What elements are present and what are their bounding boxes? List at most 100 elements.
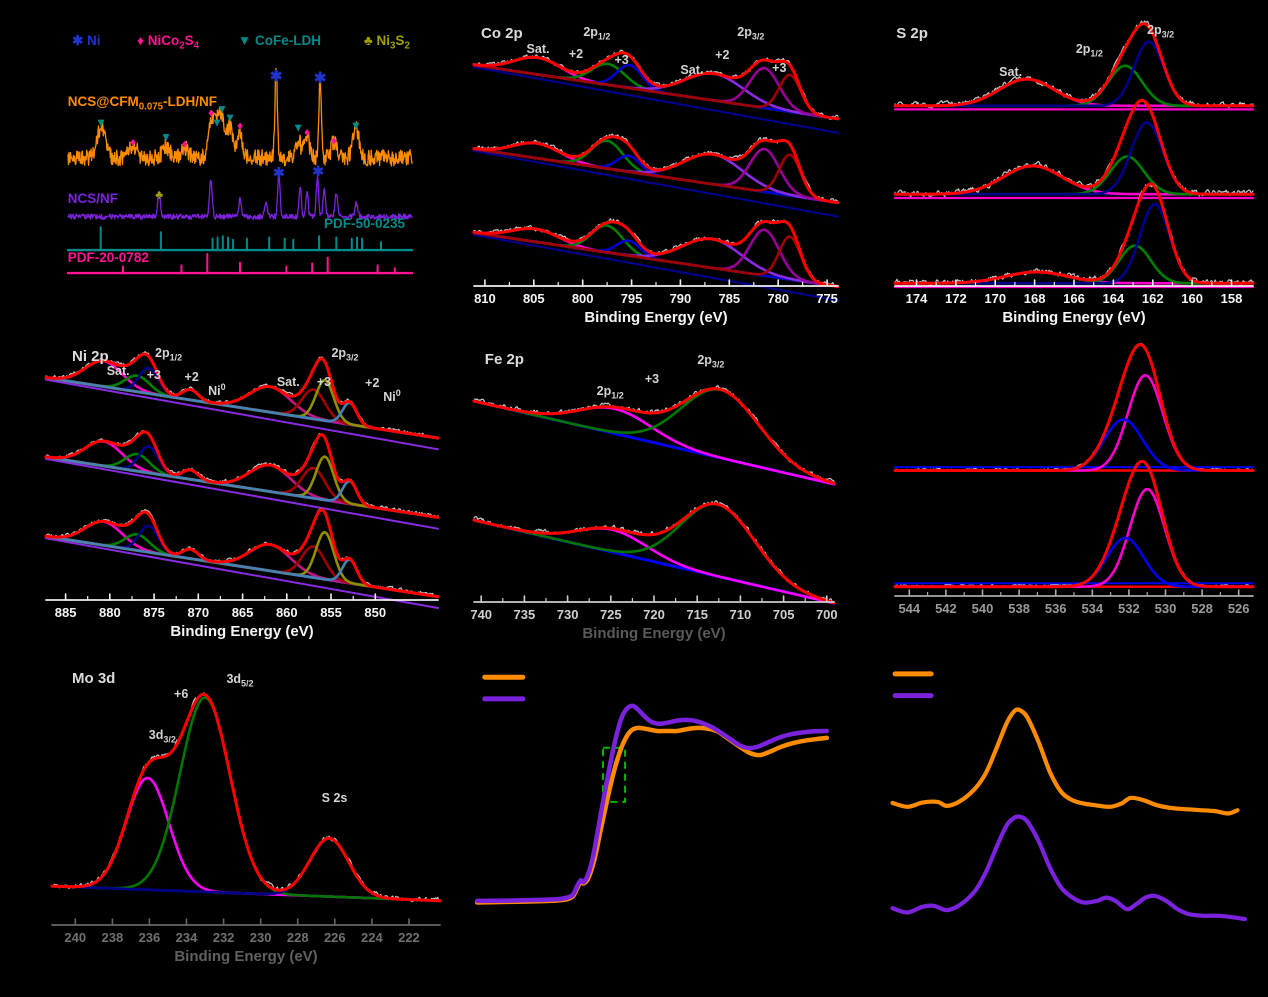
baseline [45,457,439,530]
tick-label: 795 [621,291,643,306]
sat-annotation: Sat. [526,41,550,56]
fit-peak [472,63,840,121]
envelope-curve [472,387,836,485]
baseline [472,233,840,302]
tick-label: 228 [287,930,309,945]
tick-label: 875 [143,605,165,620]
raw-data-trace [894,460,1254,588]
tick-label: 530 [1155,601,1177,616]
2p-3-2-annotation: 2p3/2 [697,352,725,370]
tick-label: 730 [557,607,579,622]
tick-label: 166 [1063,291,1085,306]
tick-label: 236 [139,930,161,945]
o-1s-panel: 544 542 540 538 536 534 532 530 528 526 [885,340,1260,650]
raw-data-trace [473,133,839,203]
tick-label: 226 [324,930,346,945]
raw-data-trace [894,183,1254,287]
ni3s2-marker-icon: ♣ [155,187,163,201]
tick-label: 780 [767,291,789,306]
tick-label: 172 [945,291,967,306]
2-annotation: +2 [568,46,584,61]
cofe-ldh-marker-icon: ▼ [224,110,236,124]
xrd-panel: ▼ ♦ ▼ ♦ ♦ ▼ ▼ ▼ ♦ ✱ ▼ ♦ ✱ ♦ ▼ ♣ ✱ ✱ ✱ Ni ♦ NiCo2S4 ▼ CoFe-LD… [30,10,450,338]
fit-peak [893,40,1255,108]
2-annotation: +2 [715,47,730,62]
envelope-curve [472,51,840,121]
tick-label: 224 [361,930,383,945]
envelope-curve [893,98,1255,196]
co-2p-annotation: Co 2p [481,25,523,43]
xrd-trace [67,174,413,220]
envelope-curve [893,22,1255,108]
fe-2p-panel-chart: 740 735 730 725 720 715 710 705 700 Binding Energ… [470,385,838,642]
fit-peak [893,164,1255,196]
fit-peak [50,696,442,902]
x-axis-label: Binding Energy (eV) [584,309,727,326]
envelope-curve [472,135,840,205]
envelope-curve [472,502,836,605]
fit-peak [472,502,836,604]
cofe-ldh-marker-icon: ▼ [211,115,223,129]
raw-data-trace [894,343,1254,472]
cofe-ldh-marker-icon: ▼ [216,102,228,116]
2p-1-2-annotation: 2p1/2 [583,25,611,42]
tick-label: 232 [213,930,235,945]
tick-label: 164 [1103,291,1125,306]
tick-label: 865 [232,605,254,620]
raw-data-trace [894,20,1254,109]
tick-label: 720 [643,607,665,622]
x-axis-label: Binding Energy (eV) [174,948,317,965]
3-annotation: +3 [316,374,332,389]
fit-peak [44,440,440,519]
tick-label: 700 [816,607,838,622]
fe-2p-panel: 740 735 730 725 720 715 710 705 700 Binding Energ… [462,340,842,650]
s-2p-panel-chart: 174 172 170 168 166 164 162 160 158 Binding Energ… [893,20,1255,326]
tick-label: 174 [906,291,928,306]
envelope-curve [472,219,840,288]
ni-2p-panel-chart: 885 880 875 870 865 860 855 850 Binding Energy (… [44,351,440,640]
baseline [472,66,840,134]
tick-label: 705 [773,607,795,622]
raw-data-trace [45,429,439,518]
pdf-20-0782-label: PDF-20-0782 [67,250,149,266]
sample-label-ncs-cfm-ldh-nf: NCS@CFM0.075-LDH/NF [67,93,218,113]
nico2s4-marker-icon: ♦ [331,133,337,147]
s-2p-panel: 174 172 170 168 166 164 162 160 158 Binding Energ… [885,10,1260,338]
tick-label: 538 [1008,601,1030,616]
co-2p-panel-chart: 810 805 800 795 790 785 780 775 Binding Energy (… [472,49,840,326]
tick-label: 850 [364,605,386,620]
fit-peak [893,202,1255,285]
6-annotation: +6 [174,687,189,702]
nico2s4-marker-icon: ♦ [304,125,310,139]
cofe-ldh-marker-icon: ▼ [160,130,172,144]
tick-label: 158 [1221,291,1243,306]
tick-label: 800 [572,291,594,306]
mo-3d-panel: 240 238 236 234 232 230 228 226 224 222 Binding En… [30,660,450,990]
fit-peak [893,374,1255,472]
fit-peak [44,524,440,598]
nico-2-s-4-legend-item: ♦ NiCo2S4 [137,32,200,52]
ni-marker-icon: ✱ [273,165,285,181]
tick-label: 544 [898,601,920,616]
tick-label: 735 [514,607,536,622]
tick-label: 885 [55,605,77,620]
3-annotation: +3 [644,372,660,387]
3d-3-2-annotation: 3d3/2 [148,728,176,745]
sat-annotation: Sat. [276,374,300,389]
tick-label: 234 [176,930,198,945]
fit-peak [893,418,1255,472]
tick-label: 740 [470,607,492,622]
tick-label: 240 [64,930,86,945]
envelope-curve [893,459,1255,589]
pdf-50-0235-label: PDF-50-0235 [324,216,406,232]
ni-marker-icon: ✱ [270,68,283,85]
ni-marker-icon: ✱ [312,163,324,179]
3-annotation: +3 [614,53,629,68]
xanes-curve-purple [474,703,830,904]
sat-annotation: Sat. [999,64,1023,79]
ni-2p-panel: 885 880 875 870 865 860 855 850 Binding Energy (… [30,340,450,650]
tick-label: 715 [686,607,708,622]
mo-3d-panel-chart: 240 238 236 234 232 230 228 226 224 222 Binding En… [50,692,442,965]
tick-label: 810 [474,291,496,306]
envelope-curve [44,508,440,599]
